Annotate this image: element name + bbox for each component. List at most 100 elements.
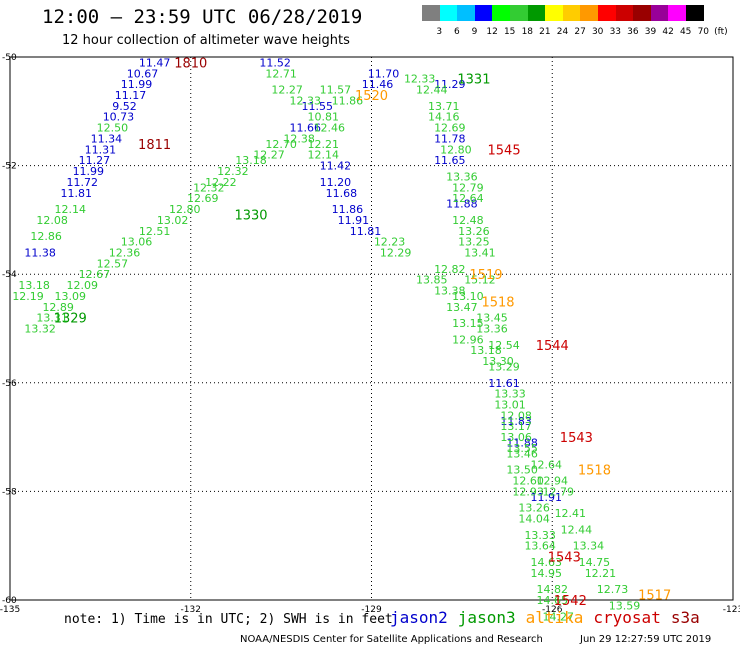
footer-credit: NOAA/NESDIS Center for Satellite Applica… bbox=[240, 634, 543, 645]
wave-height-label: 12.64 bbox=[530, 458, 562, 471]
wave-height-label: 11.91 bbox=[530, 491, 562, 504]
wave-height-label: 13.01 bbox=[494, 399, 526, 412]
wave-height-label: 11.68 bbox=[326, 187, 358, 200]
wave-height-label: 14.04 bbox=[518, 513, 550, 526]
scale-swatch bbox=[474, 5, 493, 21]
wave-height-label: 13.36 bbox=[446, 170, 478, 183]
wave-height-label: 12.60 bbox=[512, 475, 544, 488]
wave-height-label: 12.69 bbox=[187, 192, 219, 205]
wave-height-label: 14.75 bbox=[579, 556, 611, 569]
wave-height-label: 13.06 bbox=[500, 431, 532, 444]
wave-height-label: 12.79 bbox=[543, 485, 575, 498]
wave-height-label: 11.38 bbox=[24, 246, 56, 259]
pass-time-label: 1517 bbox=[638, 589, 671, 604]
wave-height-label: 13.41 bbox=[464, 246, 496, 259]
wave-height-label: 11.86 bbox=[332, 203, 364, 216]
scale-label: 45 bbox=[679, 27, 692, 37]
wave-height-label: 12.70 bbox=[265, 138, 297, 151]
wave-height-label: 13.26 bbox=[458, 225, 490, 238]
y-tick-label: -58 bbox=[2, 487, 17, 497]
wave-height-label: 12.38 bbox=[283, 132, 315, 145]
wave-height-label: 12.19 bbox=[12, 290, 44, 303]
wave-height-label: 12.33 bbox=[404, 73, 436, 86]
wave-height-label: 12.32 bbox=[193, 181, 225, 194]
pass-time-label: 1520 bbox=[355, 89, 388, 104]
scale-swatch bbox=[580, 5, 598, 21]
wave-height-label: 10.81 bbox=[308, 111, 340, 124]
satellite-legend-altika: altika bbox=[525, 608, 584, 627]
wave-height-label: 13.31 bbox=[36, 312, 68, 325]
wave-height-label: 10.67 bbox=[127, 67, 159, 80]
scale-swatch bbox=[439, 5, 458, 21]
pass-time-label: 1545 bbox=[488, 143, 521, 158]
wave-height-label: 11.99 bbox=[121, 78, 153, 91]
wave-height-label: 12.82 bbox=[434, 263, 466, 276]
wave-height-label: 11.65 bbox=[434, 154, 466, 167]
wave-height-label: 10.73 bbox=[103, 111, 135, 124]
pass-time-label: 1811 bbox=[138, 138, 171, 153]
wave-height-label: 12.23 bbox=[374, 236, 406, 249]
pass-time-label: 1810 bbox=[174, 56, 207, 71]
x-tick-label: -132 bbox=[181, 605, 201, 615]
wave-height-label: 11.78 bbox=[434, 132, 466, 145]
pass-time-label: 1518 bbox=[481, 295, 514, 310]
wave-height-label: 12.71 bbox=[265, 67, 297, 80]
wave-height-label: 12.94 bbox=[537, 475, 569, 488]
pass-time-label: 1518 bbox=[578, 464, 611, 479]
wave-height-label: 11.29 bbox=[434, 78, 466, 91]
scale-swatch bbox=[492, 5, 510, 21]
wave-height-label: 12.80 bbox=[169, 203, 201, 216]
wave-height-label: 11.34 bbox=[91, 132, 123, 145]
pass-time-label: 1543 bbox=[548, 551, 581, 566]
wave-height-label: 12.80 bbox=[440, 143, 472, 156]
wave-height-label: 13.46 bbox=[506, 447, 538, 460]
wave-height-label: 14.63 bbox=[530, 556, 562, 569]
y-tick-label: -54 bbox=[2, 270, 17, 280]
scale-label: 3 bbox=[436, 27, 443, 37]
wave-height-label: 13.59 bbox=[609, 599, 641, 612]
wave-height-label: 11.27 bbox=[79, 154, 111, 167]
wave-height-label: 11.83 bbox=[500, 415, 532, 428]
wave-height-label: 12.69 bbox=[434, 122, 466, 135]
scale-swatch bbox=[545, 5, 563, 21]
scale-label: 36 bbox=[627, 27, 639, 37]
scale-swatch bbox=[598, 5, 616, 21]
wave-height-label: 12.54 bbox=[488, 339, 520, 352]
scale-swatch bbox=[457, 5, 475, 21]
wave-height-label: 12.21 bbox=[585, 567, 617, 580]
wave-height-label: 12.50 bbox=[97, 122, 129, 135]
chart-subtitle: 12 hour collection of altimeter wave hei… bbox=[62, 33, 350, 48]
wave-height-label: 12.86 bbox=[30, 230, 62, 243]
pass-time-label: 1331 bbox=[457, 73, 490, 88]
scale-label: 30 bbox=[591, 27, 604, 37]
pass-time-label: 1544 bbox=[536, 339, 569, 354]
scale-label: 33 bbox=[609, 27, 622, 37]
scale-swatch bbox=[668, 5, 686, 21]
wave-height-label: 13.36 bbox=[476, 323, 508, 336]
wave-height-label: 13.25 bbox=[458, 236, 490, 249]
wave-height-label: 14.95 bbox=[530, 567, 562, 580]
wave-height-label: 11.70 bbox=[368, 67, 400, 80]
scale-label: 39 bbox=[644, 27, 657, 37]
scale-label: 9 bbox=[471, 27, 478, 37]
scale-label: (ft) bbox=[714, 27, 728, 37]
wave-height-label: 12.08 bbox=[500, 409, 532, 422]
wave-height-label: 11.52 bbox=[259, 56, 291, 69]
wave-height-label: 12.41 bbox=[555, 507, 587, 520]
wave-height-label: 12.27 bbox=[253, 149, 285, 162]
wave-height-label: 11.88 bbox=[506, 437, 538, 450]
satellite-legend-jason3: jason3 bbox=[457, 608, 516, 627]
wave-height-label: 12.93 bbox=[512, 485, 544, 498]
wave-height-label: 13.47 bbox=[446, 301, 478, 314]
scale-swatch bbox=[527, 5, 546, 21]
wave-height-label: 11.81 bbox=[61, 187, 93, 200]
wave-height-label: 12.36 bbox=[109, 246, 141, 259]
wave-height-label: 13.10 bbox=[452, 290, 484, 303]
satellite-legend: jason2 jason3 altika cryosat s3a bbox=[390, 608, 710, 627]
wave-height-label: 13.38 bbox=[434, 284, 466, 297]
wave-height-label: 13.17 bbox=[500, 420, 532, 433]
wave-height-label: 13.15 bbox=[452, 317, 484, 330]
chart-title: 12:00 – 23:59 UTC 06/28/2019 bbox=[42, 6, 363, 28]
scale-label: 12 bbox=[486, 27, 498, 37]
wave-height-label: 12.08 bbox=[36, 214, 68, 227]
